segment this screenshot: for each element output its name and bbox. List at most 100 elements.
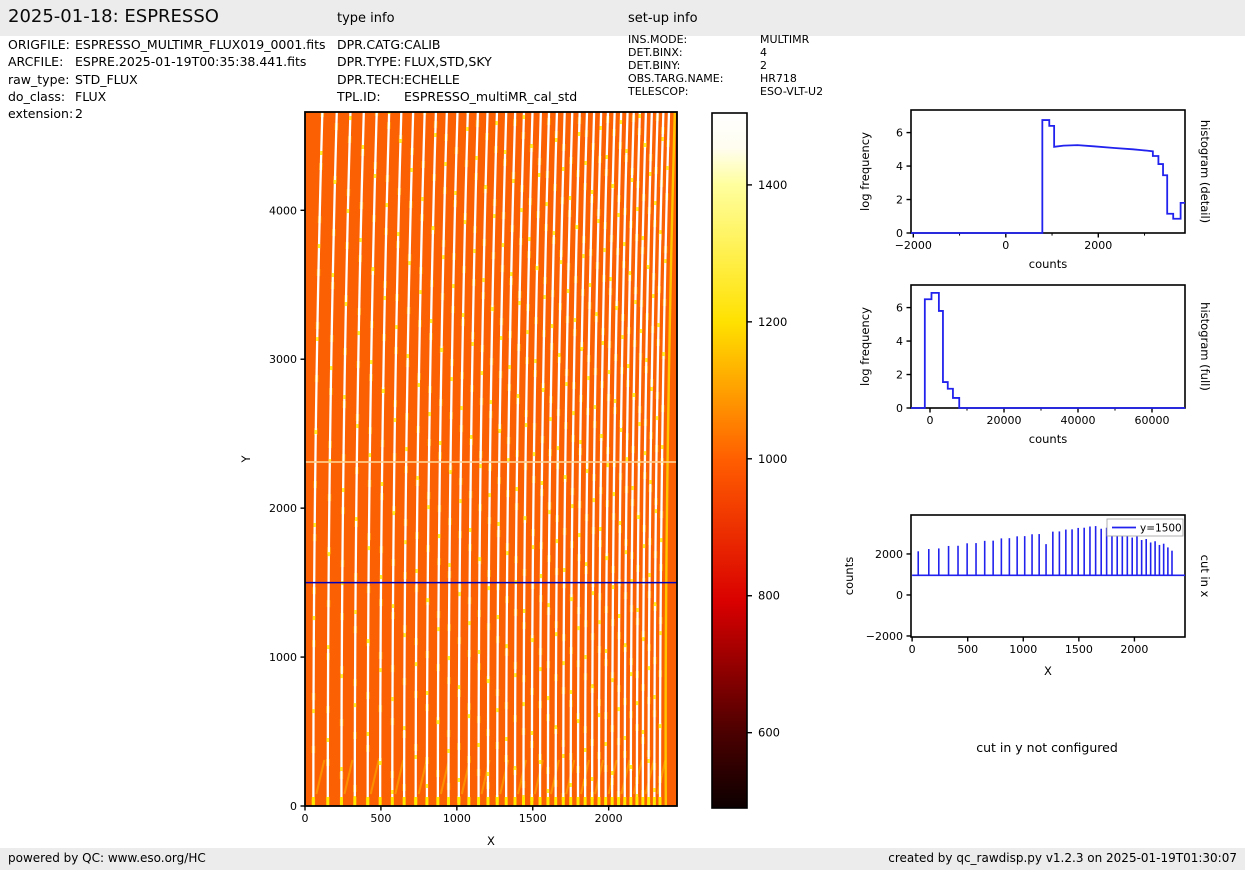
svg-text:counts: counts xyxy=(845,557,856,595)
type-info-row: DPR.TECH: ECHELLE xyxy=(337,71,577,88)
svg-text:20000: 20000 xyxy=(986,414,1021,427)
setup-info-row: TELESCOP: ESO-VLT-U2 xyxy=(628,85,823,98)
setup-info-heading: set-up info xyxy=(628,11,698,26)
file-info-row: extension: 2 xyxy=(8,105,326,122)
svg-text:500: 500 xyxy=(370,812,391,825)
svg-text:1000: 1000 xyxy=(1009,643,1037,656)
svg-text:2000: 2000 xyxy=(1120,643,1148,656)
field-label: DET.BINX: xyxy=(628,46,683,60)
svg-text:y=1500: y=1500 xyxy=(1140,523,1182,535)
svg-text:0: 0 xyxy=(896,227,903,240)
type-info-heading: type info xyxy=(337,11,395,26)
svg-text:histogram (full): histogram (full) xyxy=(1198,302,1212,391)
svg-text:2: 2 xyxy=(896,369,903,382)
svg-text:6: 6 xyxy=(896,127,903,140)
field-label: TPL.ID: xyxy=(337,88,381,104)
svg-text:60000: 60000 xyxy=(1134,414,1169,427)
footer-band xyxy=(0,848,1245,870)
field-label: OBS.TARG.NAME: xyxy=(628,72,724,86)
svg-text:2000: 2000 xyxy=(595,812,623,825)
setup-info-row: DET.BINY: 2 xyxy=(628,59,823,72)
svg-text:40000: 40000 xyxy=(1060,414,1095,427)
svg-text:2: 2 xyxy=(896,194,903,207)
file-info-row: do_class: FLUX xyxy=(8,88,326,105)
setup-info-block: INS.MODE: MULTIMR DET.BINX: 4 DET.BINY: 2 O… xyxy=(628,33,823,98)
svg-text:−2000: −2000 xyxy=(895,239,932,252)
cut-in-y-note: cut in y not configured xyxy=(976,740,1118,755)
svg-text:0: 0 xyxy=(290,800,297,813)
field-label: DET.BINY: xyxy=(628,59,681,73)
svg-text:X: X xyxy=(1044,664,1052,678)
type-info-block: DPR.CATG: CALIB DPR.TYPE: FLUX,STD,SKY DPR… xyxy=(337,36,577,105)
field-value: FLUX,STD,SKY xyxy=(404,54,492,70)
footer-created-by: created by qc_rawdisp.py v1.2.3 on 2025-… xyxy=(888,851,1237,865)
field-label: TELESCOP: xyxy=(628,85,689,99)
field-label: extension: xyxy=(8,106,74,122)
header-band: 2025-01-18: ESPRESSO type info set-up in… xyxy=(0,0,1245,36)
svg-text:500: 500 xyxy=(957,643,978,656)
svg-text:1000: 1000 xyxy=(758,452,787,466)
type-info-row: TPL.ID: ESPRESSO_multiMR_cal_std xyxy=(337,88,577,105)
field-value: MULTIMR xyxy=(760,33,810,46)
svg-text:0: 0 xyxy=(896,589,903,602)
svg-text:0: 0 xyxy=(896,402,903,415)
svg-text:2000: 2000 xyxy=(269,502,297,515)
field-value: ECHELLE xyxy=(404,71,460,87)
svg-text:1000: 1000 xyxy=(443,812,471,825)
field-label: ARCFILE: xyxy=(8,54,64,70)
field-value: ESPRESSO_MULTIMR_FLUX019_0001.fits xyxy=(75,37,326,52)
svg-text:6: 6 xyxy=(896,302,903,315)
field-label: INS.MODE: xyxy=(628,33,688,46)
file-info-block: ORIGFILE: ESPRESSO_MULTIMR_FLUX019_0001.f… xyxy=(8,36,326,122)
svg-text:cut in x: cut in x xyxy=(1198,555,1212,598)
field-label: ORIGFILE: xyxy=(8,37,70,52)
field-value: ESO-VLT-U2 xyxy=(760,85,824,99)
svg-text:1000: 1000 xyxy=(269,651,297,664)
svg-text:4: 4 xyxy=(896,335,903,348)
svg-text:2000: 2000 xyxy=(875,548,903,561)
svg-text:Y: Y xyxy=(239,455,253,464)
field-label: DPR.CATG: xyxy=(337,37,405,52)
field-label: do_class: xyxy=(8,88,66,104)
svg-text:4: 4 xyxy=(896,160,903,173)
field-label: DPR.TECH: xyxy=(337,71,405,87)
field-value: HR718 xyxy=(760,72,797,86)
histogram-full-plot: 0 20000 40000 60000 0 2 4 6 counts log frequency h… xyxy=(858,284,1212,446)
field-value: 2 xyxy=(760,59,767,73)
field-value: 4 xyxy=(760,46,767,60)
svg-text:1200: 1200 xyxy=(758,315,787,329)
file-info-row: ARCFILE: ESPRE.2025-01-19T00:35:38.441.fi… xyxy=(8,53,326,70)
svg-text:0: 0 xyxy=(926,414,933,427)
field-label: DPR.TYPE: xyxy=(337,54,402,70)
setup-info-row: DET.BINX: 4 xyxy=(628,46,823,59)
svg-text:0: 0 xyxy=(1002,239,1009,252)
file-info-row: ORIGFILE: ESPRESSO_MULTIMR_FLUX019_0001.f… xyxy=(8,36,326,53)
field-label: raw_type: xyxy=(8,71,70,87)
field-value: ESPRESSO_multiMR_cal_std xyxy=(404,88,578,104)
svg-text:1500: 1500 xyxy=(519,812,547,825)
svg-text:histogram (detail): histogram (detail) xyxy=(1198,120,1212,223)
raw-frame-image-plot: 0 500 1000 1500 2000 0 1000 2000 3000 4000 X Y xyxy=(239,111,678,848)
svg-text:1400: 1400 xyxy=(758,178,787,192)
field-value: CALIB xyxy=(404,37,441,52)
field-value: FLUX xyxy=(75,88,107,104)
colorbar: 600 800 1000 1200 1400 xyxy=(711,112,787,809)
svg-text:counts: counts xyxy=(1029,257,1067,271)
svg-text:800: 800 xyxy=(758,589,780,603)
footer-powered-by: powered by QC: www.eso.org/HC xyxy=(8,851,206,865)
field-value: STD_FLUX xyxy=(75,71,138,87)
svg-text:counts: counts xyxy=(1029,432,1067,446)
svg-text:600: 600 xyxy=(758,726,780,740)
setup-info-row: OBS.TARG.NAME: HR718 xyxy=(628,72,823,85)
svg-text:0: 0 xyxy=(302,812,309,825)
svg-text:0: 0 xyxy=(909,643,916,656)
svg-text:−2000: −2000 xyxy=(866,630,903,643)
field-value: ESPRE.2025-01-19T00:35:38.441.fits xyxy=(75,54,307,70)
svg-text:X: X xyxy=(487,834,495,848)
svg-text:log frequency: log frequency xyxy=(858,132,872,211)
svg-text:3000: 3000 xyxy=(269,353,297,366)
svg-text:2000: 2000 xyxy=(1084,239,1112,252)
